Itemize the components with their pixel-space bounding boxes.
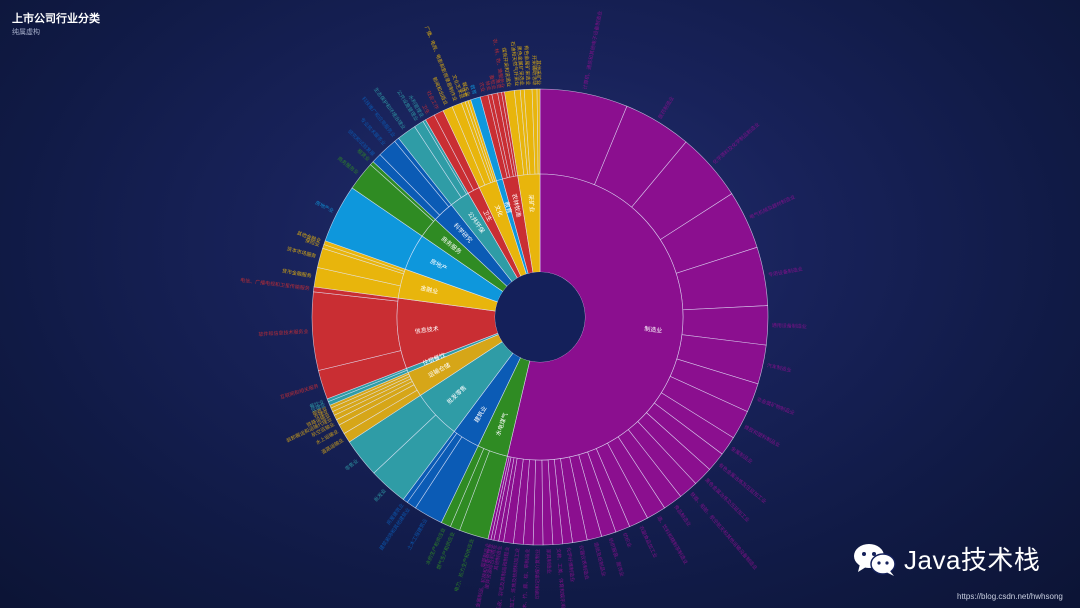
leaf-label-1-0: 电力、热力生产和供应业: [453, 538, 476, 593]
leaf-label-16-4: 开采辅助活动: [530, 55, 538, 85]
leaf-label-0-15: 农副食品加工业: [637, 525, 658, 560]
watermark: Java技术栈: [852, 540, 1040, 577]
leaf-label-0-6: 汽车制造业: [766, 362, 792, 374]
category-label-6: 信息技术: [414, 325, 439, 336]
leaf-label-0-2: 化学原料及化学制品制造业: [711, 121, 761, 166]
leaf-label-0-23: 印刷和记录媒介复制业: [534, 549, 541, 599]
leaf-label-0-13: 食品制造业: [672, 503, 692, 527]
leaf-label-6-2: 电信、广播电视和卫星传输服务: [240, 277, 310, 292]
leaf-label-3-0: 批发业: [373, 487, 388, 503]
leaf-label-5-1: 餐饮业: [309, 398, 326, 410]
leaf-label-0-27: 其他制造业: [492, 545, 503, 571]
leaf-label-16-5: 其他采矿业: [535, 60, 542, 85]
leaf-label-0-0: 计算机、通信和其他电子设备制造业: [581, 10, 603, 90]
leaf-label-0-17: 纺织服装、服饰业: [607, 537, 626, 577]
leaf-label-3-1: 零售业: [344, 458, 360, 473]
leaf-label-0-22: 家具制造业: [545, 549, 553, 574]
wechat-icon: [852, 542, 898, 576]
leaf-label-2-0: 土木工程建筑业: [406, 517, 429, 551]
leaf-label-0-24: 木材加工及木、竹、藤、棕、草制品业: [520, 548, 531, 608]
leaf-label-6-0: 互联网和相关服务: [279, 382, 319, 401]
leaf-label-0-5: 通用设备制造业: [772, 322, 807, 330]
leaf-label-0-20: 化学纤维制造业: [565, 547, 576, 583]
leaf-label-14-0: 教育: [468, 84, 478, 96]
leaf-label-8-0: 房地产业: [314, 199, 335, 214]
category-label-0: 制造业: [644, 325, 663, 335]
leaf-label-13-4: 娱乐业: [460, 81, 471, 97]
category-label-16: 采矿业: [527, 194, 536, 213]
leaf-label-7-2: 保险业: [304, 237, 320, 248]
category-label-14: 教育: [503, 201, 514, 215]
leaf-label-7-1: 资本市场服务: [286, 245, 317, 260]
leaf-label-7-0: 货币金融服务: [281, 268, 312, 280]
leaf-label-16-3: 有色金属矿采选业: [522, 45, 531, 85]
leaf-label-15-2: 畜牧业: [488, 74, 498, 90]
chart-title: 上市公司行业分类: [12, 13, 100, 25]
leaf-label-9-0: 商务服务业: [336, 155, 360, 176]
watermark-text: Java技术栈: [904, 545, 1041, 575]
leaf-label-16-2: 黑色金属矿采选业: [515, 46, 525, 86]
leaf-label-16-1: 石油和天然气开采业: [509, 41, 520, 86]
leaf-label-0-8: 橡胶和塑料制品业: [743, 424, 782, 449]
leaf-label-15-1: 林业: [484, 80, 493, 91]
leaf-label-12-0: 卫生: [420, 103, 431, 115]
leaf-label-0-9: 金属制品业: [729, 445, 754, 465]
leaf-label-15-3: 渔业: [494, 78, 503, 89]
chart-subtitle: 纯属虚构: [12, 29, 40, 36]
category-ring: [396, 173, 684, 461]
leaf-ring: [311, 88, 769, 546]
category-label-13: 文化: [493, 204, 505, 218]
leaf-label-0-18: 造纸及纸制品业: [592, 541, 607, 577]
leaf-label-0-3: 电气机械及器材制造业: [748, 193, 796, 221]
leaf-label-0-7: 非金属矿物制品业: [756, 396, 796, 417]
leaf-label-0-16: 纺织业: [621, 532, 633, 549]
leaf-label-0-4: 专用设备制造业: [768, 265, 804, 278]
leaf-label-15-0: 农业: [477, 81, 486, 92]
leaf-label-13-3: 体育: [459, 87, 469, 99]
credit-url: https://blog.csdn.net/hwhsong: [957, 592, 1063, 601]
center-hole: [495, 272, 585, 362]
leaf-label-0-19: 仪器仪表制造业: [577, 545, 590, 581]
leaf-label-0-12: 铁路、船舶、航空航天和其他运输设备制造业: [688, 491, 758, 572]
leaf-label-6-1: 软件和信息技术服务业: [258, 328, 308, 338]
leaf-label-0-1: 医药制造业: [657, 95, 676, 120]
